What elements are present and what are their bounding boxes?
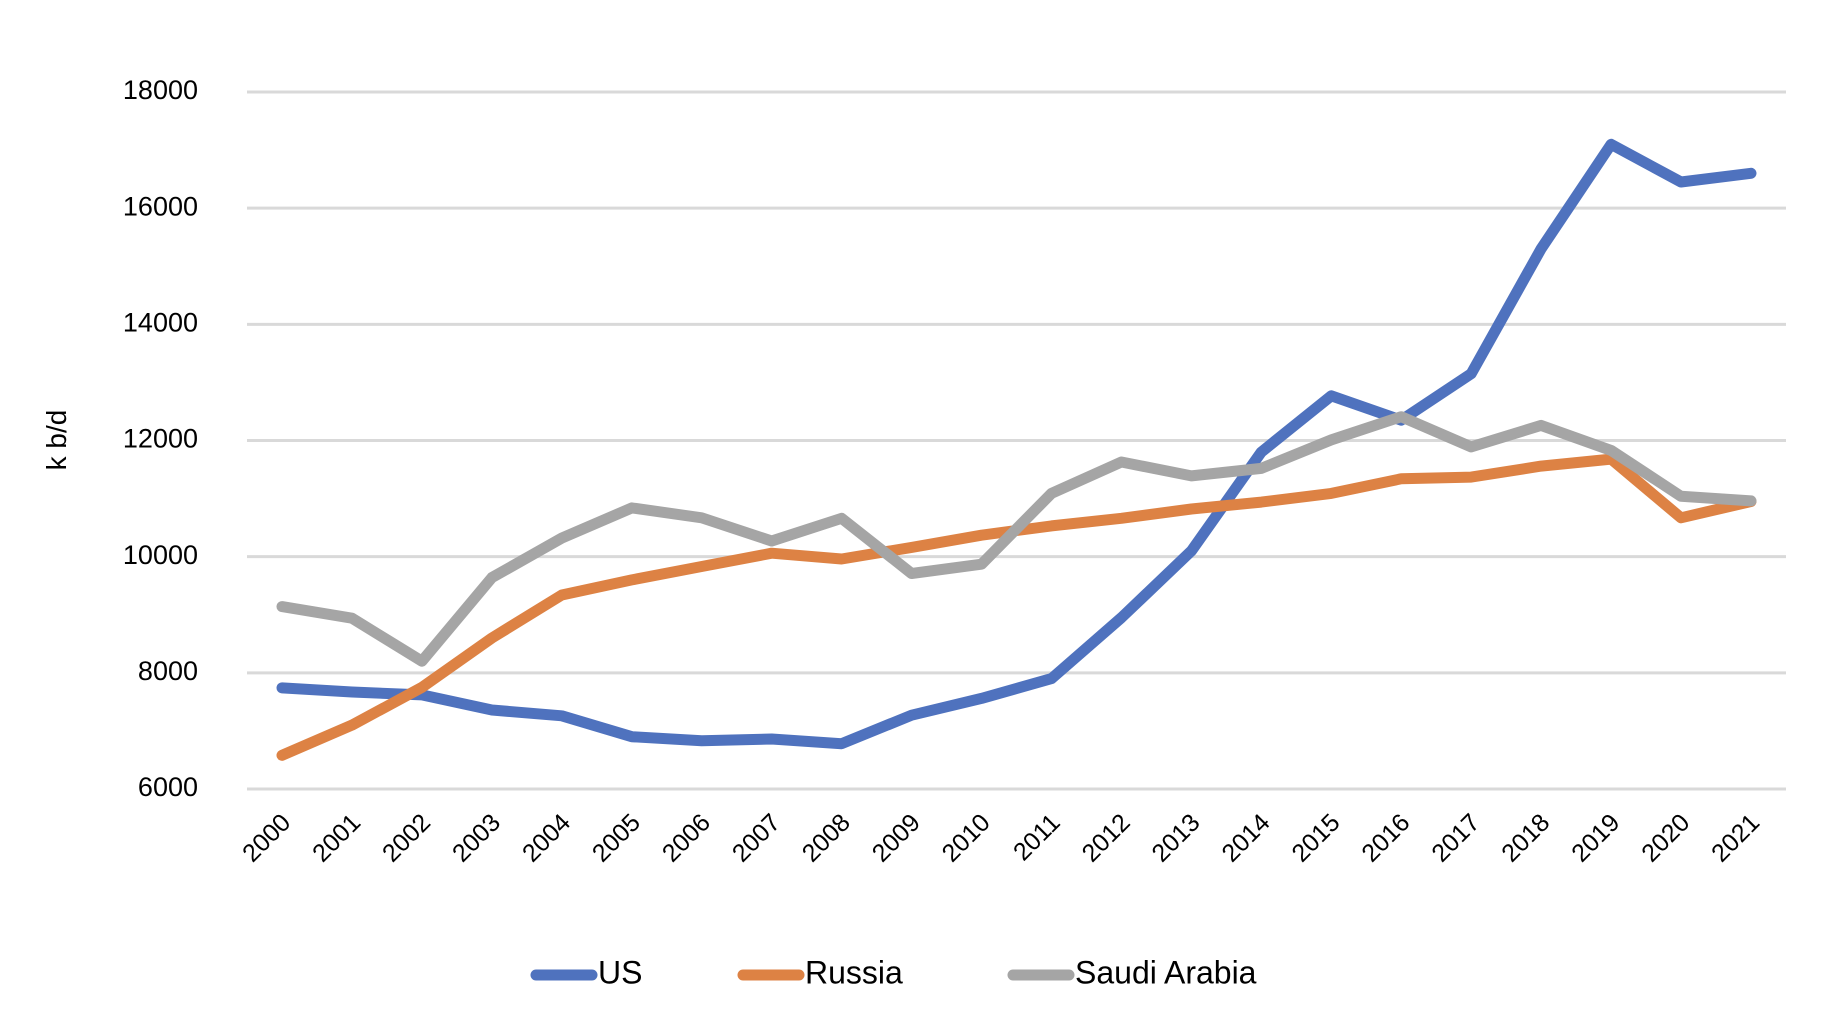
x-tick-label: 2019 [1566, 808, 1625, 867]
x-tick-label: 2003 [447, 808, 506, 867]
x-tick-label: 2014 [1216, 808, 1275, 867]
x-tick-label: 2015 [1286, 808, 1345, 867]
y-axis-label: k b/d [41, 410, 72, 471]
x-axis-ticks: 2000 2001 2002 2003 2004 2005 2006 2007 2008 2009… [237, 808, 1765, 867]
legend-label: Saudi Arabia [1075, 954, 1257, 990]
x-tick-label: 2000 [237, 808, 296, 867]
series-line-us [276, 138, 1757, 750]
x-tick-label: 2013 [1146, 808, 1205, 867]
y-axis-ticks: 6000 8000 10000 12000 14000 16000 18000 [123, 75, 198, 802]
x-tick-label: 2016 [1356, 808, 1415, 867]
x-tick-label: 2017 [1426, 808, 1485, 867]
x-tick-label: 2010 [937, 808, 996, 867]
x-tick-label: 2009 [867, 808, 926, 867]
gridlines [247, 90, 1786, 791]
x-tick-label: 2020 [1636, 808, 1695, 867]
legend-item: Russia [737, 954, 903, 990]
x-tick-label: 2012 [1077, 808, 1136, 867]
y-tick-label: 16000 [123, 191, 198, 221]
legend-label: US [598, 954, 642, 990]
x-tick-label: 2011 [1008, 808, 1066, 866]
y-tick-label: 6000 [138, 772, 198, 802]
series-lines [276, 138, 1757, 761]
x-tick-label: 2008 [797, 808, 856, 867]
y-tick-label: 8000 [138, 656, 198, 686]
y-tick-label: 14000 [123, 307, 198, 337]
legend-label: Russia [805, 954, 903, 990]
legend-item: US [530, 954, 642, 990]
x-tick-label: 2004 [517, 808, 576, 867]
x-tick-label: 2006 [657, 808, 716, 867]
x-tick-label: 2007 [727, 808, 786, 867]
y-tick-label: 18000 [123, 75, 198, 105]
x-tick-label: 2018 [1496, 808, 1555, 867]
legend: US Russia Saudi Arabia [530, 954, 1257, 990]
series-line-saudi-arabia [276, 411, 1757, 667]
legend-item: Saudi Arabia [1007, 954, 1257, 990]
x-tick-label: 2021 [1706, 808, 1765, 867]
y-tick-label: 10000 [123, 540, 198, 570]
y-tick-label: 12000 [123, 424, 198, 454]
x-tick-label: 2002 [377, 808, 436, 867]
x-tick-label: 2005 [587, 808, 646, 867]
x-tick-label: 2001 [307, 808, 366, 867]
